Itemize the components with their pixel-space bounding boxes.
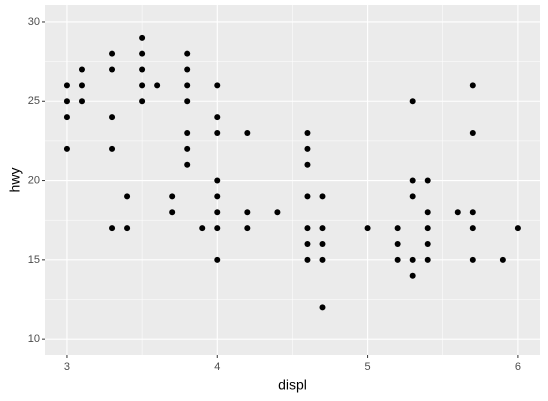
point <box>394 256 401 263</box>
point <box>514 225 521 232</box>
point <box>184 82 191 89</box>
y-tick-label: 20 <box>28 174 40 186</box>
point <box>424 177 431 184</box>
point <box>304 161 311 168</box>
point <box>154 82 161 89</box>
point <box>184 129 191 136</box>
point <box>214 114 221 121</box>
point <box>319 256 326 263</box>
point <box>109 114 116 121</box>
point <box>78 82 85 89</box>
point <box>469 225 476 232</box>
grid <box>45 5 540 355</box>
point <box>424 209 431 216</box>
point <box>109 66 116 73</box>
point <box>409 193 416 200</box>
point <box>214 177 221 184</box>
y-tick-label: 10 <box>28 333 40 345</box>
point <box>109 145 116 152</box>
point <box>304 240 311 247</box>
x-axis-title: displ <box>278 377 307 393</box>
point <box>109 225 116 232</box>
point <box>63 98 70 105</box>
point <box>139 66 146 73</box>
point <box>214 193 221 200</box>
point <box>469 82 476 89</box>
point <box>469 256 476 263</box>
point <box>469 129 476 136</box>
point <box>63 145 70 152</box>
point <box>169 209 176 216</box>
point <box>424 225 431 232</box>
y-tick-label: 25 <box>28 95 40 107</box>
point <box>124 225 131 232</box>
point <box>424 256 431 263</box>
point <box>409 272 416 279</box>
point <box>139 98 146 105</box>
point <box>394 240 401 247</box>
point <box>424 240 431 247</box>
point <box>394 225 401 232</box>
point <box>319 225 326 232</box>
point <box>304 193 311 200</box>
point <box>214 209 221 216</box>
point <box>244 225 251 232</box>
point <box>139 34 146 41</box>
point <box>214 225 221 232</box>
point <box>409 256 416 263</box>
point <box>214 82 221 89</box>
point <box>319 193 326 200</box>
point <box>184 98 191 105</box>
point <box>499 256 506 263</box>
point <box>364 225 371 232</box>
point <box>244 209 251 216</box>
points <box>63 34 521 311</box>
point <box>184 145 191 152</box>
point <box>304 225 311 232</box>
point <box>244 129 251 136</box>
point <box>124 193 131 200</box>
x-tick-label: 5 <box>365 361 371 373</box>
point <box>139 82 146 89</box>
point <box>409 98 416 105</box>
point <box>469 209 476 216</box>
point <box>319 240 326 247</box>
x-tick-label: 6 <box>515 361 521 373</box>
point <box>454 209 461 216</box>
point <box>139 50 146 57</box>
y-tick-label: 30 <box>28 16 40 28</box>
point <box>214 129 221 136</box>
point <box>169 193 176 200</box>
x-tick-label: 4 <box>214 361 220 373</box>
point <box>63 114 70 121</box>
point <box>63 82 70 89</box>
point <box>109 50 116 57</box>
point <box>304 145 311 152</box>
point <box>78 66 85 73</box>
x-tick-label: 3 <box>64 361 70 373</box>
point <box>184 161 191 168</box>
point <box>199 225 206 232</box>
point <box>214 256 221 263</box>
point <box>304 129 311 136</box>
point <box>184 66 191 73</box>
y-axis-title: hwy <box>7 168 23 193</box>
point <box>409 177 416 184</box>
point <box>184 50 191 57</box>
y-tick-label: 15 <box>28 254 40 266</box>
point <box>274 209 281 216</box>
point <box>304 256 311 263</box>
point <box>319 304 326 311</box>
point <box>78 98 85 105</box>
